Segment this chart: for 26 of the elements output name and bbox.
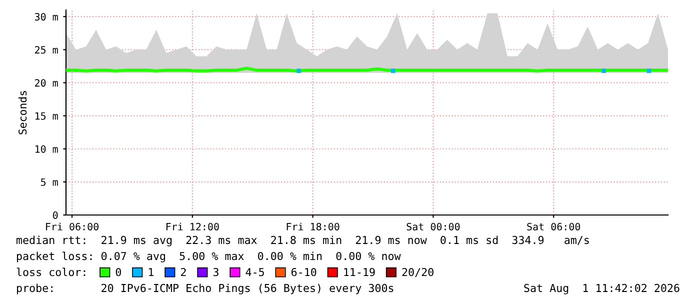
y-tick-label: 15 m [35, 112, 58, 120]
y-tick-label: 10 m [35, 145, 58, 153]
legend-label: 0 [116, 268, 121, 276]
text: median rtt: 21.9 ms avg 22.3 ms max 21.8 ms min 21.9 ms now 0.1 ms sd 334.9 am/s [16, 236, 589, 246]
y-axis-title: Seconds [18, 91, 27, 134]
legend-label: 2 [181, 268, 186, 276]
legend-label: 4-5 [246, 268, 264, 276]
legend-label: 1 [148, 268, 154, 276]
x-tick-label: Sat 00:00 [406, 222, 460, 230]
legend-label: 20/20 [402, 268, 434, 278]
text: probe: 20 IPv6-ICMP Echo Pings (56 Bytes) every 300s [17, 284, 394, 294]
legend-label: 3 [213, 268, 218, 276]
x-tick-label: Fri 18:00 [286, 222, 340, 230]
x-tick-label: Fri 06:00 [46, 222, 98, 230]
y-tick-label: 5 m [41, 178, 58, 186]
legend-label: 6-10 [292, 268, 316, 276]
x-tick-label: Sat 06:00 [527, 222, 580, 230]
y-tick-label: 20 m [35, 79, 58, 87]
y-tick-label: 0 [52, 211, 58, 219]
text: packet loss: 0.07 % avg 5.00 % max 0.00 % min 0.00 % now [17, 252, 401, 262]
x-tick-label: Fri 12:00 [166, 222, 219, 230]
y-tick-label: 25 m [35, 46, 58, 54]
text: Sat Aug 1 11:42:02 2026 [524, 284, 680, 294]
y-tick-label: 30 m [34, 13, 58, 21]
legend-title: loss color: [16, 268, 86, 276]
legend-label: 11-19 [344, 268, 375, 276]
